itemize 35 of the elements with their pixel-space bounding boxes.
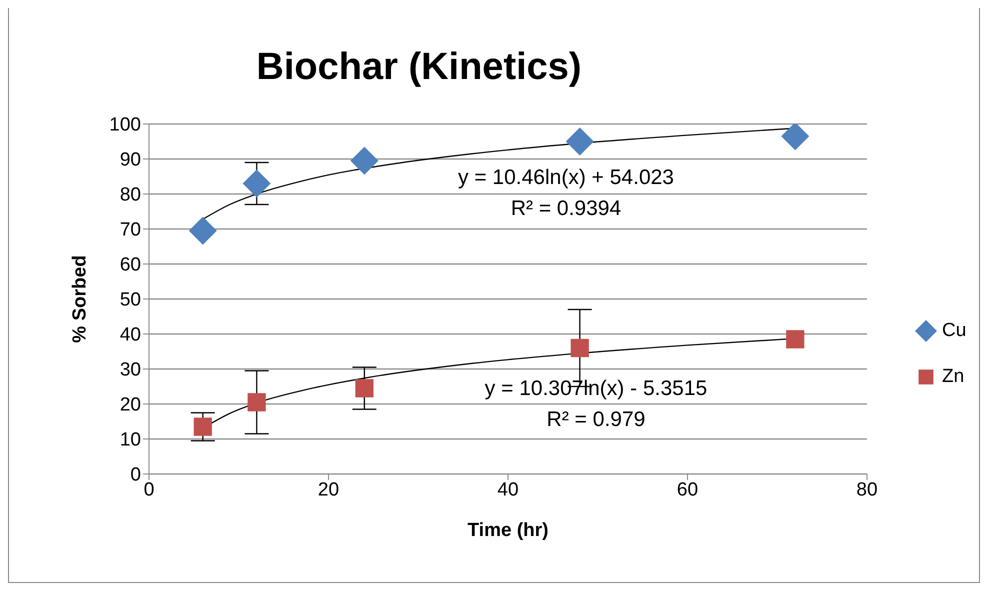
- y-tick-label: 60: [120, 254, 141, 276]
- y-tick-label: 100: [109, 114, 141, 136]
- chart-title: Biochar (Kinetics): [255, 46, 583, 89]
- annotation: R² = 0.9394: [510, 197, 622, 221]
- y-tick-label: 10: [120, 430, 141, 451]
- point: [350, 146, 378, 175]
- x-tick-label: 20: [318, 479, 340, 500]
- y-tick-label: 80: [120, 184, 141, 206]
- y-tick-label: 30: [120, 360, 141, 381]
- point: [781, 124, 810, 150]
- x-tick-label: 80: [856, 479, 878, 500]
- x-tick-label: 60: [676, 479, 698, 500]
- x-tick-label: 40: [497, 479, 519, 500]
- y-tick-label: 90: [120, 150, 141, 171]
- annotation: R² = 0.979: [546, 408, 646, 432]
- legend-label: Zn: [942, 366, 964, 388]
- y-tick-label: 20: [120, 394, 141, 416]
- y-tick-label: 50: [120, 290, 141, 311]
- x-axis-title: Time (hr): [468, 520, 548, 541]
- point: [248, 393, 266, 412]
- y-tick-label: 40: [120, 324, 141, 346]
- point: [570, 338, 589, 358]
- x-tick-label: 0: [144, 479, 154, 500]
- point: [188, 216, 217, 245]
- y-tick-label: 0: [130, 464, 141, 486]
- point: [786, 330, 804, 348]
- point: [566, 128, 594, 156]
- annotation: y = 10.307ln(x) - 5.3515: [484, 377, 708, 401]
- y-tick-label: 70: [120, 220, 141, 241]
- point: [194, 418, 212, 436]
- y-axis-title: % Sorbed: [70, 255, 91, 343]
- annotation: y = 10.46ln(x) + 54.023: [457, 166, 675, 190]
- point: [242, 170, 271, 198]
- point: [355, 379, 374, 398]
- legend-label: Cu: [942, 320, 966, 342]
